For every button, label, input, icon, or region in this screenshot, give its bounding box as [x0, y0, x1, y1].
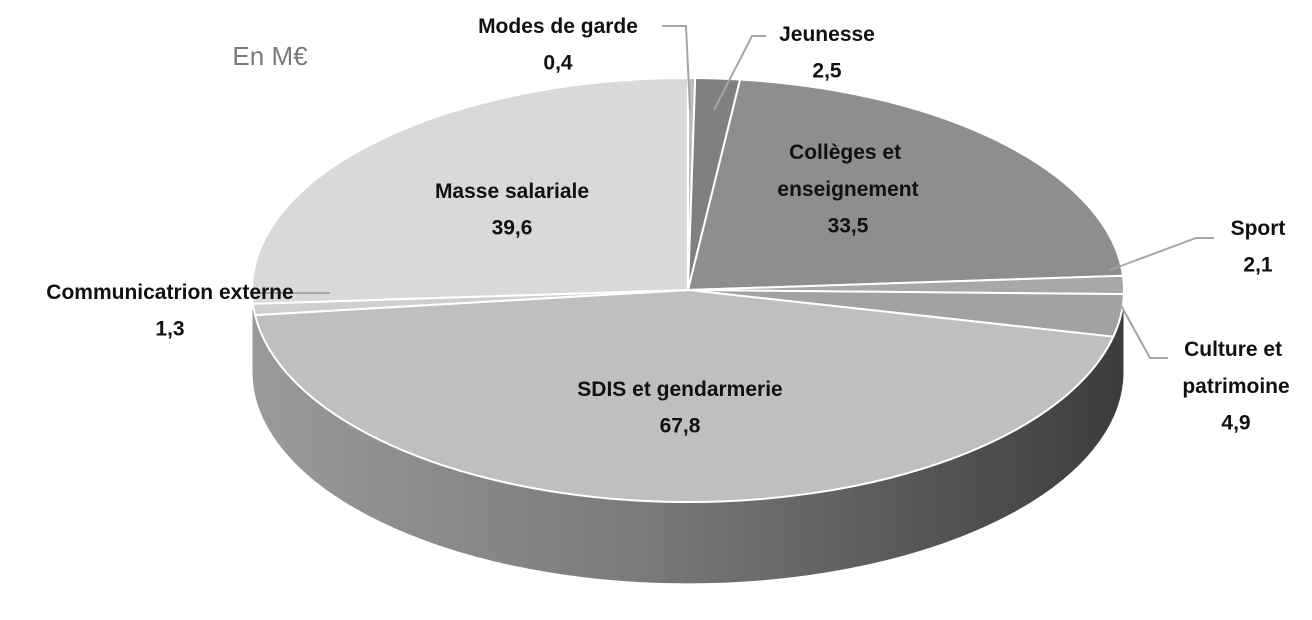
value-label: 1,3 — [155, 318, 184, 341]
value-label: 39,6 — [492, 217, 533, 240]
category-label: SDIS et gendarmerie — [577, 378, 782, 401]
leader-line — [713, 35, 766, 111]
value-label: 67,8 — [660, 415, 701, 438]
pie-slice — [251, 76, 689, 305]
leaders — [258, 25, 1214, 359]
pie-slice — [253, 288, 1115, 503]
leader-line — [662, 25, 691, 111]
leader-line — [1117, 299, 1168, 359]
category-label: Masse salariale — [435, 180, 589, 203]
category-label: Collèges et enseignement — [777, 141, 918, 201]
leader-line — [1109, 237, 1214, 271]
category-label: Communicatrion externe — [46, 281, 293, 304]
value-label: 0,4 — [543, 52, 573, 75]
category-label: Jeunesse — [779, 23, 875, 46]
value-label: 2,1 — [1243, 254, 1273, 277]
labels: Modes de garde 0,4 Jeunesse 2,5 Collèges et … — [46, 15, 1289, 438]
category-label: Modes de garde — [478, 15, 638, 38]
chart-title: En M€ — [232, 41, 308, 71]
category-label: Culture et patrimoine — [1182, 338, 1289, 398]
category-label: Sport — [1231, 217, 1286, 240]
pie-slice — [686, 78, 1125, 292]
value-label: 33,5 — [828, 215, 869, 238]
value-label: 2,5 — [812, 60, 842, 83]
value-label: 4,9 — [1221, 412, 1250, 435]
pie — [251, 76, 1126, 585]
